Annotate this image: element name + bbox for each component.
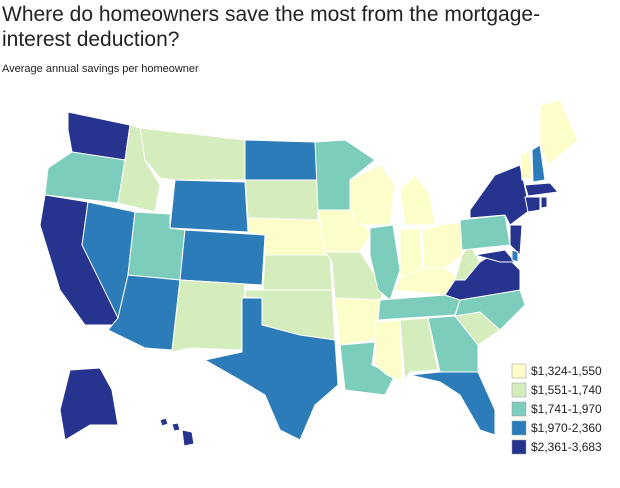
legend-swatch (511, 401, 527, 417)
state (139, 127, 246, 181)
state (244, 139, 319, 181)
state (171, 279, 246, 353)
legend-label: $1,551-1,740 (531, 383, 602, 397)
state (509, 224, 523, 257)
state (524, 196, 541, 213)
legend-swatch (511, 382, 527, 398)
state (179, 229, 266, 286)
legend-label: $1,324-1,550 (531, 364, 602, 378)
legend-swatch (511, 363, 527, 379)
state (159, 417, 169, 427)
state (44, 151, 126, 204)
state (409, 371, 496, 436)
state (374, 319, 403, 383)
state (524, 182, 559, 197)
state (399, 317, 439, 382)
state (181, 429, 195, 447)
state (421, 221, 463, 269)
state (474, 249, 517, 263)
state (171, 422, 181, 432)
legend-label: $1,741-1,970 (531, 402, 602, 416)
title: Where do homeowners save the most from t… (2, 3, 541, 51)
state (399, 174, 436, 226)
state (511, 249, 519, 263)
legend-swatch (511, 439, 527, 455)
state (59, 367, 119, 441)
state (262, 254, 333, 291)
state (540, 196, 548, 209)
state (334, 297, 381, 346)
state (459, 214, 511, 251)
legend-swatch (511, 420, 527, 436)
state (203, 297, 339, 441)
state (519, 149, 533, 181)
subtitle: Average annual savings per homeowner (2, 63, 199, 75)
state (244, 179, 319, 221)
state (469, 164, 531, 226)
state (169, 179, 249, 233)
state (531, 144, 546, 183)
legend-label: $2,361-3,683 (531, 440, 602, 454)
legend-label: $1,970-2,360 (531, 421, 602, 435)
state (539, 99, 579, 166)
